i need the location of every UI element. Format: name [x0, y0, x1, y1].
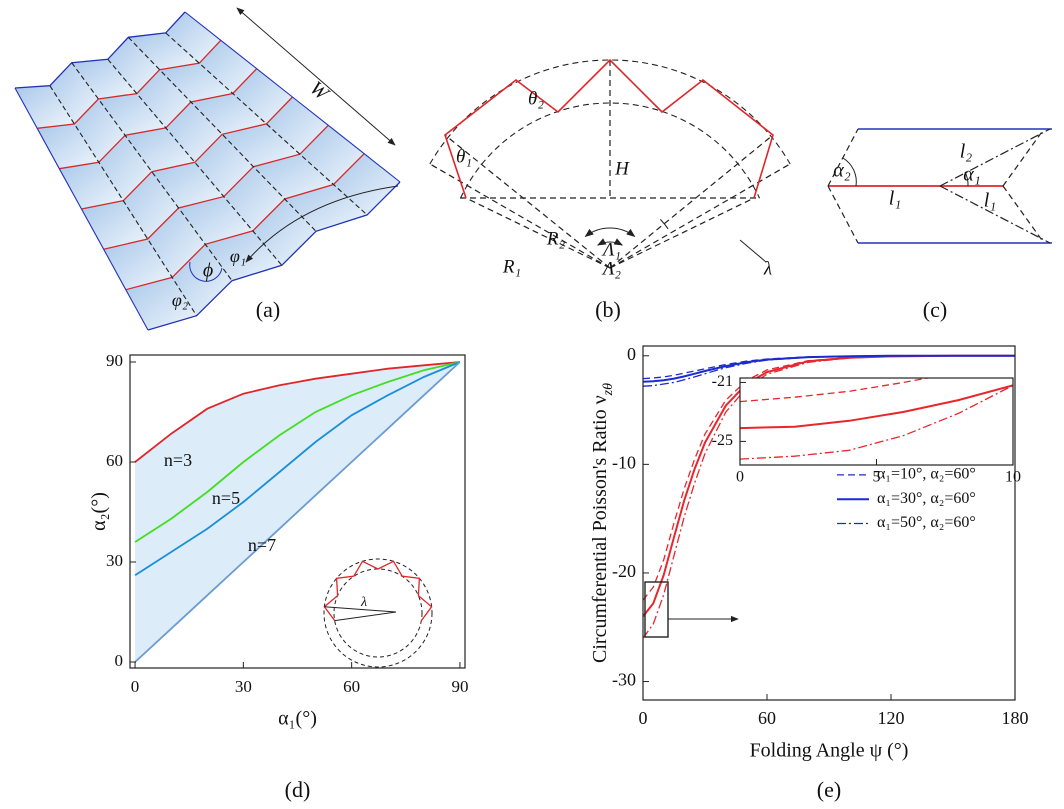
x-tick-label: 0 [736, 469, 744, 486]
y-axis-label: α₂(°) [88, 492, 110, 531]
y-tick-label: -25 [712, 432, 733, 449]
panel-c: α₂l₂α₁l₁l₁(c) [828, 129, 1052, 322]
diagram-line [430, 164, 610, 268]
y-tick-label: 30 [106, 551, 123, 570]
panel-caption: (c) [923, 297, 947, 322]
x-tick-label: 60 [758, 708, 776, 728]
x-tick-label: 5 [873, 469, 881, 486]
y-tick-label: -20 [612, 561, 636, 581]
diagram-line [1003, 186, 1044, 243]
panel-caption: (e) [817, 777, 841, 802]
diagram-label: l₂ [960, 141, 973, 163]
y-tick-label: -21 [712, 373, 733, 390]
y-axis-label-subscript: zθ [601, 383, 616, 396]
x-tick-label: 180 [1002, 708, 1029, 728]
panel-caption: (d) [285, 777, 311, 802]
x-tick-label: 0 [131, 677, 140, 696]
diagram-label: l₁ [984, 190, 997, 212]
diagram-line [1003, 129, 1044, 186]
panel-caption: (a) [256, 297, 280, 322]
dashed-circle [324, 559, 432, 667]
diagram-label: φ₁ [230, 246, 246, 266]
y-axis-label-main: Circumferential Poisson's Ratio ν [589, 395, 611, 663]
diagram-label: λ [763, 258, 772, 279]
diagram-label: α₂ [833, 160, 850, 182]
dashed-arc [585, 228, 634, 236]
figure: Wφ₁ϕφ₂(a)θ₁θ₂HR₂R₁Λ₁Λ₂λ(b)α₂l₂α₁l₁l₁(c)n… [0, 0, 1064, 809]
diagram-label: W [305, 77, 334, 106]
y-tick-label: 90 [106, 351, 123, 370]
y-tick-label: -10 [612, 452, 636, 472]
diagram-label: R₁ [502, 256, 521, 277]
diagram-line [610, 135, 773, 268]
panel-a: Wφ₁ ϕ φ₂ (a) [15, 8, 400, 330]
diagram-line [610, 164, 790, 268]
diagram-line [828, 186, 858, 243]
x-axis-label: Folding Angle ψ (°) [750, 740, 909, 762]
diagram-label: R₂ [546, 228, 566, 249]
series-label: n=5 [212, 488, 240, 508]
y-tick-label: 60 [106, 451, 123, 470]
legend-label: α₁=50°, α₂=60° [877, 514, 976, 531]
d-inset: λ [324, 559, 432, 667]
diagram-label: ϕ [203, 260, 213, 282]
diagram-label: Λ₂ [601, 258, 621, 279]
series-label: n=7 [248, 535, 276, 555]
x-tick-label: 10 [1005, 469, 1021, 486]
y-tick-label: -30 [612, 670, 636, 690]
series-label: n=3 [164, 450, 192, 470]
diagram-label: λ [360, 595, 367, 610]
dashed-arc [660, 219, 668, 228]
x-axis-label: α₁(°) [278, 708, 317, 730]
diagram-label: φ₂ [172, 290, 188, 310]
legend-label: α₁=10°, α₂=60° [877, 466, 976, 483]
diagram-label: H [614, 158, 630, 179]
y-axis-label: Circumferential Poisson's Ratio νzθ [589, 383, 616, 663]
diagram-label: θ₁ [456, 146, 472, 167]
x-tick-label: 60 [343, 677, 360, 696]
x-tick-label: 30 [235, 677, 252, 696]
diagram-label: Λ₁ [601, 239, 621, 260]
x-tick-label: 90 [451, 677, 468, 696]
diagram-label: l₁ [889, 188, 902, 210]
diagram-line [940, 129, 1050, 186]
x-tick-label: 120 [878, 708, 905, 728]
y-tick-label: 0 [627, 344, 636, 364]
diagram-label: α₁ [963, 164, 980, 186]
diagram-label: θ₂ [528, 88, 544, 109]
legend-label: α₁=30°, α₂=60° [877, 490, 976, 507]
pointer-line [740, 240, 766, 262]
diagram-line [466, 198, 610, 268]
x-tick-label: 0 [639, 708, 648, 728]
y-axis-label-main: α₂(°) [88, 492, 110, 531]
y-tick-label: 0 [115, 651, 124, 670]
zigzag-cell [445, 60, 773, 198]
plot-background [740, 378, 1013, 465]
panel-caption: (b) [595, 297, 621, 322]
